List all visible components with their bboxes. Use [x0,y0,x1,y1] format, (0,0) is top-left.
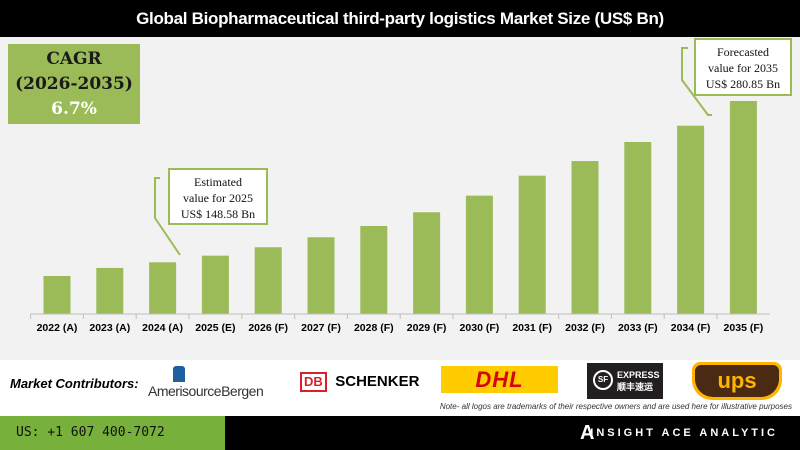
x-tick-label: 2031 (F) [512,322,552,334]
cagr-label: CAGR [46,49,102,69]
x-tick-label: 2026 (F) [248,322,288,334]
callout-text: value for 2035 [708,61,778,75]
footer-brand-bar: A INSIGHT ACE ANALYTIC [225,416,800,450]
x-tick-label: 2029 (F) [407,322,447,334]
callout-2035-leader [681,47,712,116]
cagr-box: CAGR (2026-2035) 6.7% [8,44,140,124]
x-tick-label: 2028 (F) [354,322,394,334]
callout-text: Estimated [194,175,242,189]
callout-text: value for 2025 [183,191,253,205]
cagr-value: 6.7% [51,99,97,119]
bar-2029 [413,212,441,314]
brand-logo-icon: A [580,422,595,444]
bar-2023 [96,267,124,314]
bar-2034 [677,125,705,314]
x-tick-label: 2033 (F) [618,322,658,334]
brand-name: INSIGHT ACE ANALYTIC [590,427,778,439]
callout-2035: Forecasted value for 2035 US$ 280.85 Bn [694,38,792,96]
x-tick-label: 2024 (A) [142,322,183,334]
x-tick-label: 2030 (F) [460,322,500,334]
x-tick-label: 2034 (F) [671,322,711,334]
x-tick-label: 2027 (F) [301,322,341,334]
bar-2022 [43,275,71,314]
bar-2025 [201,255,229,314]
trademark-note: Note- all logos are trademarks of their … [439,402,792,411]
x-tick-label: 2032 (F) [565,322,605,334]
callout-text: Forecasted [717,45,769,59]
chart-title: Global Biopharmaceutical third-party log… [0,0,800,37]
bar-2033 [624,141,652,314]
x-tick-label: 2023 (A) [89,322,130,334]
bar-2027 [307,237,335,314]
bar-2032 [571,161,599,314]
callout-text: US$ 148.58 Bn [180,207,256,221]
bar-2026 [254,247,282,314]
callout-2025-leader [154,177,181,256]
phone-number: US: +1 607 400-7072 [0,416,225,450]
bar-chart: 2022 (A) 2023 (A) 2024 (A) 2025 (E) 2026 (F)… [30,47,770,334]
cagr-period: (2026-2035) [15,74,133,94]
contributors-label: Market Contributors: [10,376,139,391]
x-tick-label: 2022 (A) [37,322,78,334]
bar-2031 [518,175,546,314]
bar-2028 [360,225,388,314]
x-tick-label: 2035 (F) [724,322,764,334]
callout-2025: Estimated value for 2025 US$ 148.58 Bn [168,168,268,225]
bar-2035 [729,101,757,314]
bar-2024 [149,262,177,314]
ups-logo: ups [692,362,782,400]
db-schenker-logo: DB SCHENKER [300,372,419,394]
dhl-logo: DHL [441,366,558,393]
sf-express-logo: SF EXPRESS 顺丰速运 [587,363,663,399]
bar-2030 [465,195,493,314]
x-tick-label: 2025 (E) [195,322,235,334]
contributors-band: Market Contributors: AmerisourceBergen D… [0,360,800,416]
amerisourcebergen-logo: AmerisourceBergen [148,366,273,400]
callout-text: US$ 280.85 Bn [705,77,781,91]
